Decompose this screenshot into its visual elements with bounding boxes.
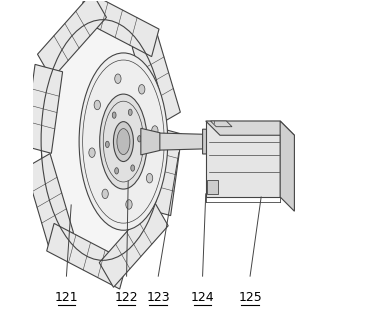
Ellipse shape bbox=[139, 85, 145, 94]
Ellipse shape bbox=[115, 74, 121, 84]
Ellipse shape bbox=[112, 112, 116, 118]
Polygon shape bbox=[143, 127, 182, 216]
Ellipse shape bbox=[94, 100, 100, 110]
Ellipse shape bbox=[117, 128, 130, 155]
Ellipse shape bbox=[79, 53, 168, 230]
Polygon shape bbox=[38, 0, 106, 79]
Ellipse shape bbox=[152, 126, 158, 135]
Text: 123: 123 bbox=[146, 291, 170, 304]
Ellipse shape bbox=[126, 200, 132, 209]
Polygon shape bbox=[25, 154, 74, 247]
Ellipse shape bbox=[128, 109, 132, 115]
Text: 122: 122 bbox=[115, 291, 138, 304]
Polygon shape bbox=[47, 224, 127, 289]
Text: 125: 125 bbox=[238, 291, 262, 304]
Polygon shape bbox=[207, 180, 218, 194]
Ellipse shape bbox=[105, 141, 109, 148]
Ellipse shape bbox=[137, 135, 141, 142]
Polygon shape bbox=[24, 65, 62, 153]
Polygon shape bbox=[99, 201, 168, 287]
Ellipse shape bbox=[100, 94, 147, 189]
Ellipse shape bbox=[115, 168, 118, 174]
Ellipse shape bbox=[146, 173, 153, 183]
Ellipse shape bbox=[113, 122, 133, 162]
Polygon shape bbox=[280, 121, 295, 211]
Text: 124: 124 bbox=[191, 291, 214, 304]
Polygon shape bbox=[211, 121, 232, 127]
Polygon shape bbox=[141, 128, 160, 155]
Polygon shape bbox=[147, 133, 212, 150]
Ellipse shape bbox=[102, 189, 108, 199]
Polygon shape bbox=[206, 121, 295, 135]
Polygon shape bbox=[79, 0, 159, 57]
Polygon shape bbox=[206, 121, 280, 197]
Ellipse shape bbox=[131, 165, 134, 171]
Text: 121: 121 bbox=[55, 291, 78, 304]
Polygon shape bbox=[203, 129, 218, 154]
Polygon shape bbox=[132, 33, 180, 127]
Ellipse shape bbox=[89, 148, 95, 157]
Ellipse shape bbox=[41, 20, 165, 260]
